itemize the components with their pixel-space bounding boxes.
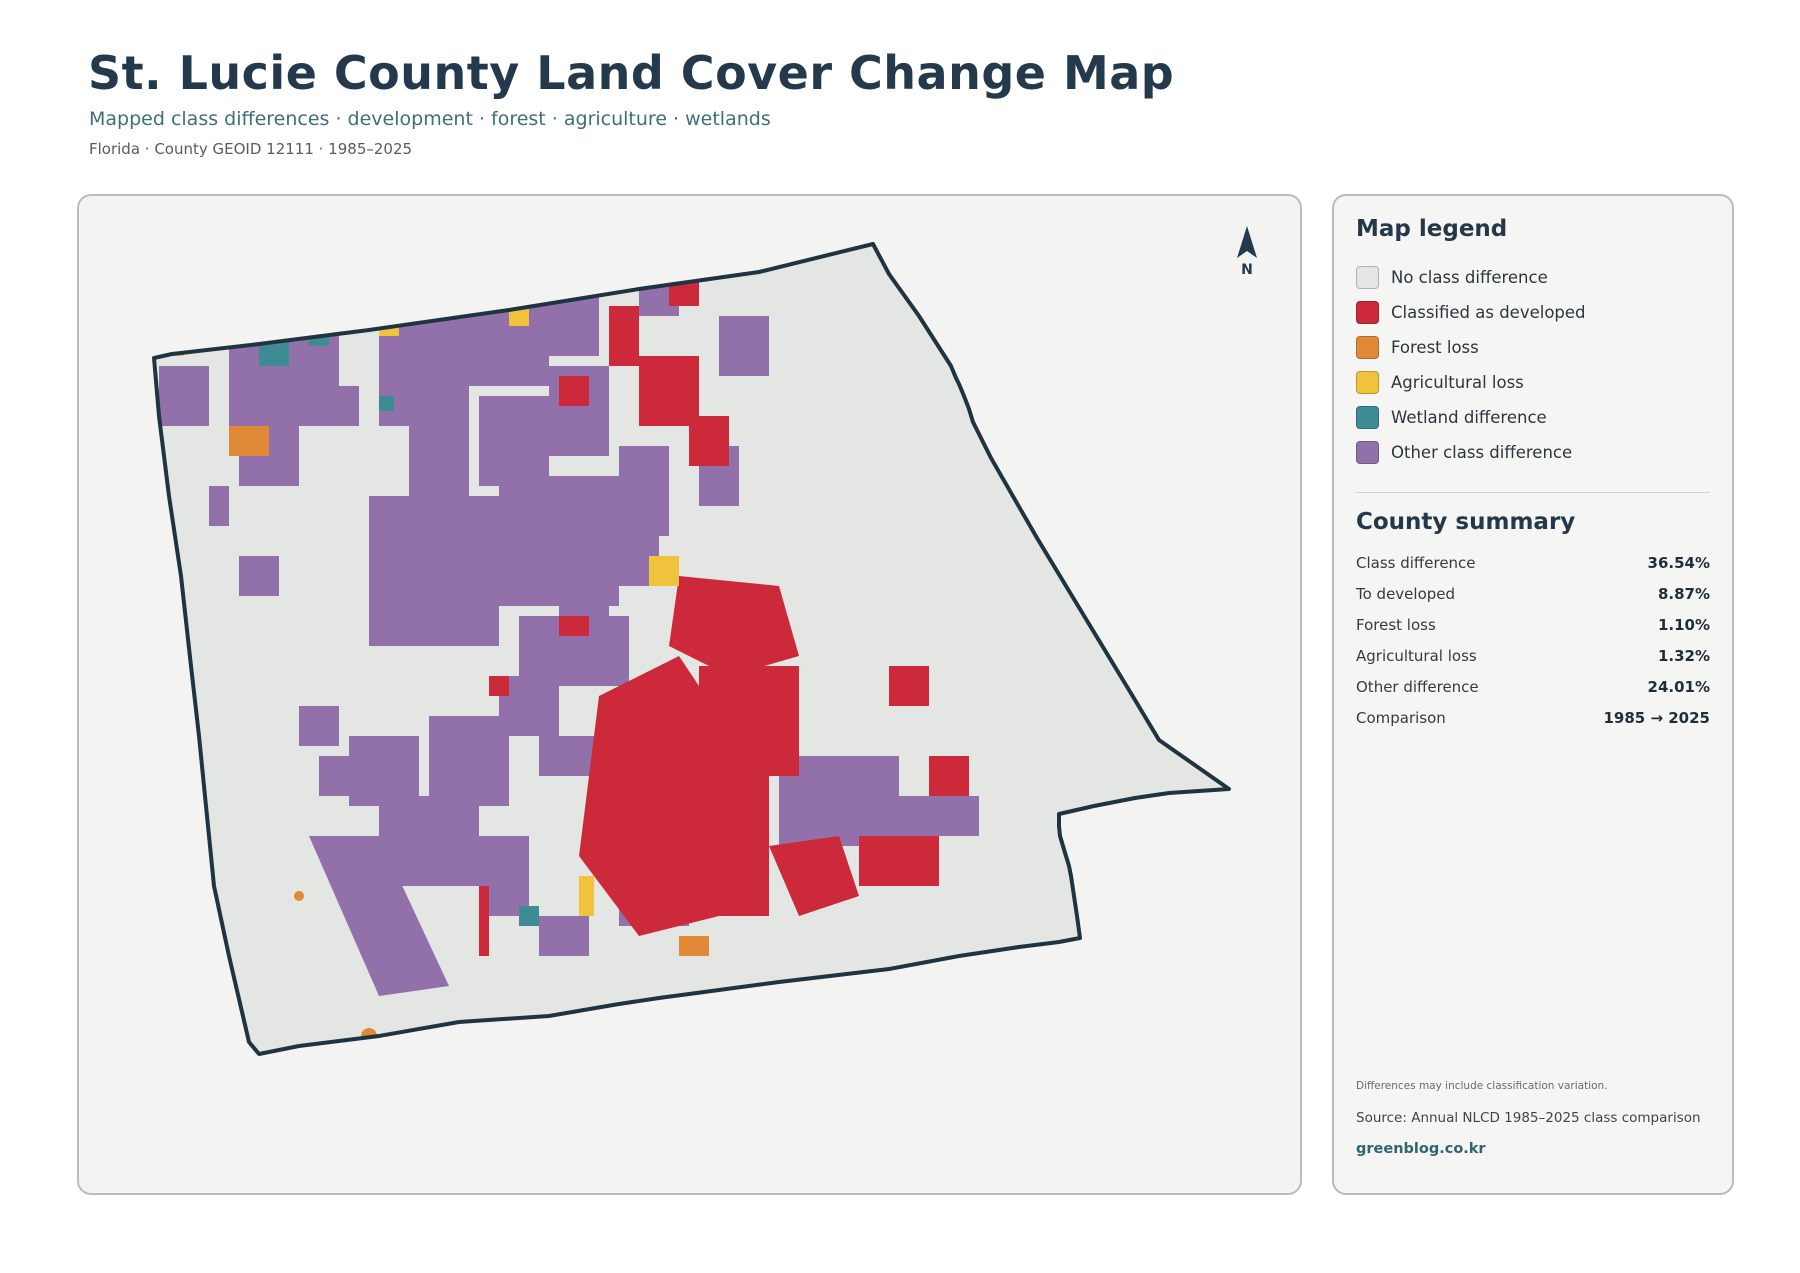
legend-swatch	[1356, 440, 1379, 464]
summary-value: 1.32%	[1657, 647, 1710, 665]
legend-label: Other class difference	[1391, 442, 1573, 462]
footnote: Differences may include classification v…	[1356, 1080, 1608, 1092]
page-title: St. Lucie County Land Cover Change Map	[88, 46, 1175, 100]
summary-value: 8.87%	[1657, 585, 1710, 603]
page-meta: Florida · County GEOID 12111 · 1985–2025	[89, 140, 413, 158]
summary-value: 1985 → 2025	[1603, 709, 1710, 727]
legend-label: Agricultural loss	[1391, 372, 1524, 392]
summary-row: Agricultural loss 1.32%	[1356, 646, 1710, 666]
north-arrow-icon: N	[1237, 226, 1257, 278]
page-subtitle: Mapped class differences · development ·…	[89, 108, 771, 130]
legend-item-wetland-difference: Wetland difference	[1356, 404, 1547, 430]
legend-swatch	[1356, 265, 1379, 289]
legend-panel: Map legend No class difference Classifie…	[1332, 194, 1734, 1195]
county-map[interactable]: N	[79, 196, 1300, 1193]
summary-row: Comparison 1985 → 2025	[1356, 708, 1710, 728]
legend-item-no-class-difference: No class difference	[1356, 264, 1548, 290]
legend-title: Map legend	[1356, 216, 1508, 242]
legend-swatch	[1356, 335, 1379, 359]
summary-row: Class difference 36.54%	[1356, 553, 1710, 573]
legend-swatch	[1356, 370, 1379, 394]
legend-swatch	[1356, 405, 1379, 429]
summary-row: Forest loss 1.10%	[1356, 615, 1710, 635]
legend-item-forest-loss: Forest loss	[1356, 334, 1479, 360]
legend-label: Wetland difference	[1391, 407, 1547, 427]
legend-item-agricultural-loss: Agricultural loss	[1356, 369, 1524, 395]
summary-label: To developed	[1356, 585, 1456, 603]
summary-value: 36.54%	[1647, 554, 1710, 572]
summary-label: Comparison	[1356, 709, 1446, 727]
legend-item-developed: Classified as developed	[1356, 299, 1586, 325]
map-panel[interactable]: N	[77, 194, 1302, 1195]
source-credit: Source: Annual NLCD 1985–2025 class comp…	[1356, 1110, 1701, 1126]
county-boundary	[152, 242, 1231, 1056]
summary-label: Class difference	[1356, 554, 1476, 572]
summary-row: Other difference 24.01%	[1356, 677, 1710, 697]
summary-row: To developed 8.87%	[1356, 584, 1710, 604]
legend-divider	[1356, 492, 1710, 493]
legend-item-other-class-difference: Other class difference	[1356, 439, 1572, 465]
summary-title: County summary	[1356, 509, 1576, 535]
site-link[interactable]: greenblog.co.kr	[1356, 1141, 1486, 1157]
legend-label: Forest loss	[1391, 337, 1479, 357]
summary-value: 24.01%	[1647, 678, 1710, 696]
summary-label: Agricultural loss	[1356, 647, 1477, 665]
legend-label: No class difference	[1391, 267, 1548, 287]
summary-label: Other difference	[1356, 678, 1479, 696]
summary-label: Forest loss	[1356, 616, 1436, 634]
north-label: N	[1241, 262, 1253, 278]
legend-label: Classified as developed	[1391, 302, 1586, 322]
legend-swatch	[1356, 300, 1379, 324]
summary-value: 1.10%	[1657, 616, 1710, 634]
forest-loss-area	[229, 426, 709, 1044]
